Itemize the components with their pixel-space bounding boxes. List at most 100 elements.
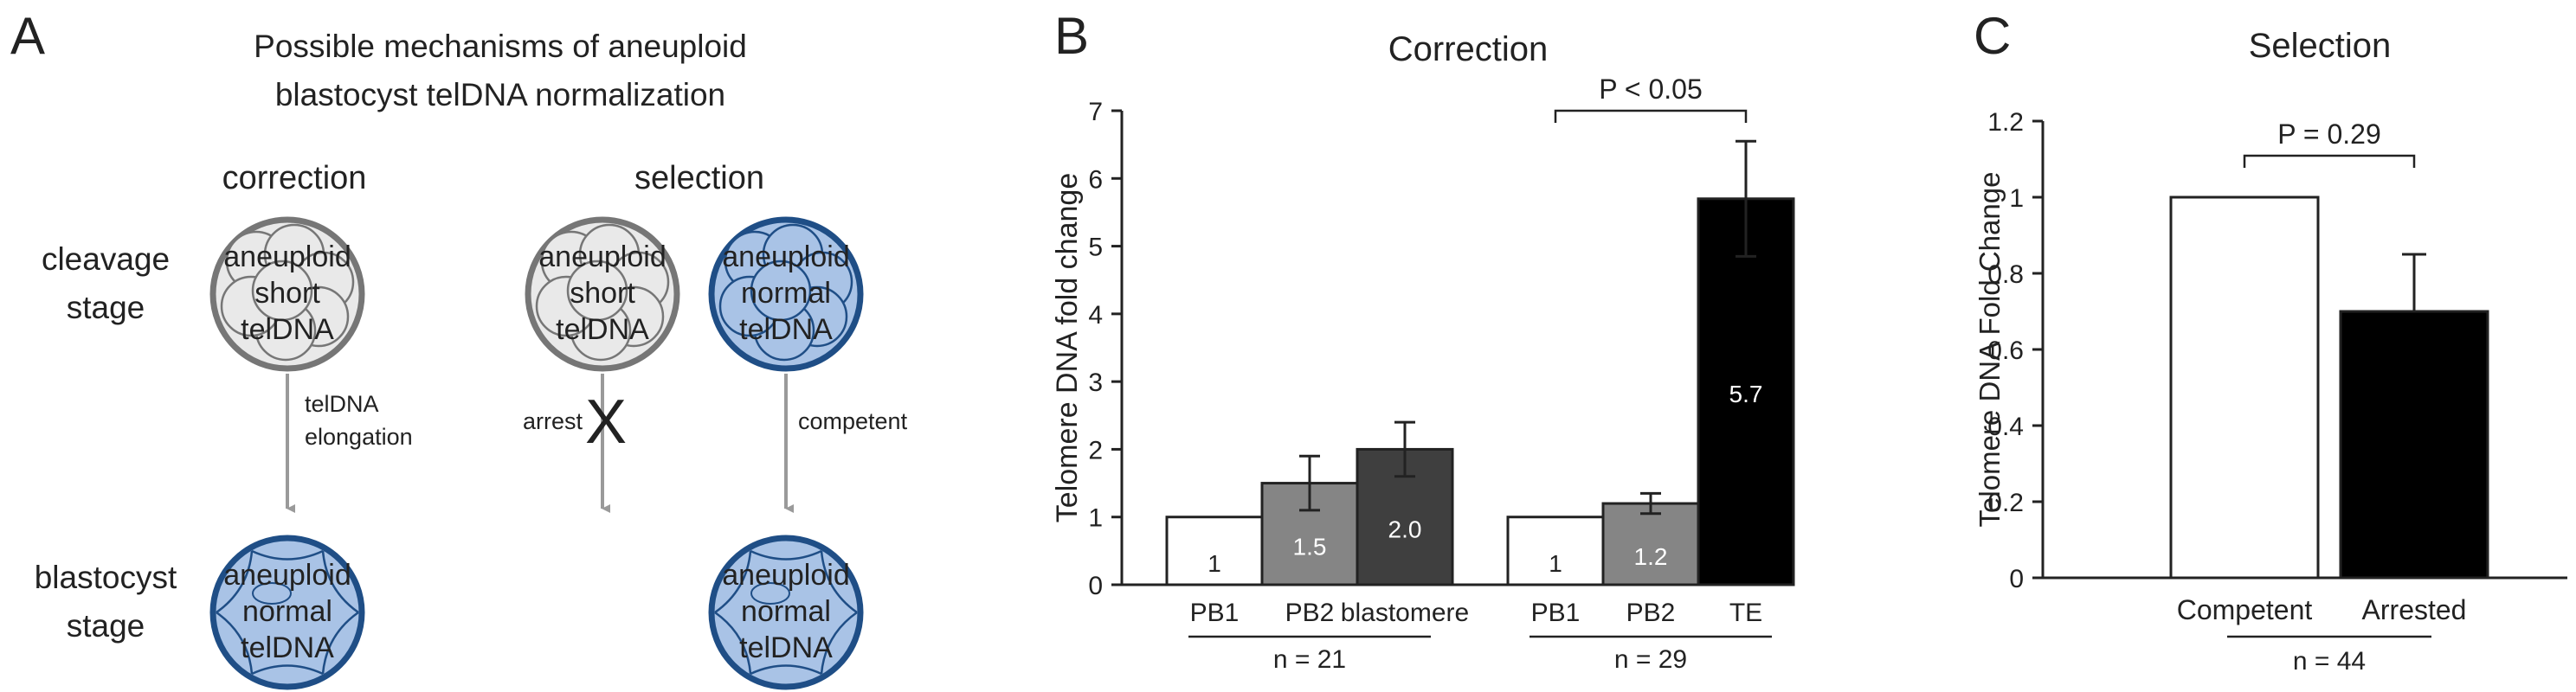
panel-a-letter: A bbox=[10, 7, 45, 65]
column-label-selection: selection bbox=[634, 160, 764, 196]
chart-correction: Correction 0 1 2 3 4 5 6 7 Telomere DNA fold chan… bbox=[1051, 30, 1795, 674]
y-tick-label: 4 bbox=[1088, 301, 1103, 330]
inner-cell-mass bbox=[750, 582, 790, 605]
x-tick-label: PB1 bbox=[1531, 599, 1581, 627]
trophectoderm-cell bbox=[750, 664, 822, 676]
significance-bracket bbox=[2243, 154, 2416, 168]
arrow-label-elongation: elongation bbox=[305, 424, 413, 450]
embryo-text: telDNA bbox=[739, 631, 833, 664]
row-label-blastocyst-line2: stage bbox=[67, 608, 145, 644]
x-tick-label: blastomere bbox=[1341, 599, 1469, 627]
trophectoderm-cell bbox=[321, 611, 359, 675]
panel-c: C Selection 0 0.2 0.4 0.6 0.8 1 1.2 Telomere DNA… bbox=[1974, 7, 2567, 676]
data-label: 1 bbox=[1549, 550, 1562, 577]
bar bbox=[2339, 310, 2489, 580]
data-label: 1.5 bbox=[1293, 533, 1327, 560]
y-tick-label: 1 bbox=[2009, 184, 2024, 213]
embryo-cleavage-short bbox=[525, 216, 680, 372]
trophectoderm-cell bbox=[820, 550, 858, 614]
y-tick-label: 7 bbox=[1088, 98, 1103, 126]
row-label-cleavage-line2: stage bbox=[67, 290, 145, 325]
panel-a-title-line1: Possible mechanisms of aneuploid bbox=[254, 29, 747, 64]
x-tick-label: TE bbox=[1729, 599, 1762, 627]
sample-size-label: n = 29 bbox=[1614, 645, 1687, 674]
blastomere-cell bbox=[566, 260, 628, 322]
column-label-correction: correction bbox=[222, 160, 367, 196]
trophectoderm-cell bbox=[216, 550, 254, 614]
y-tick-label: 6 bbox=[1088, 165, 1103, 194]
y-axis-label: Telomere DNA fold change bbox=[1051, 173, 1084, 522]
chart-title: Correction bbox=[1388, 30, 1549, 68]
y-tick-label: 0 bbox=[1088, 572, 1103, 600]
panel-b: B Correction 0 1 2 3 4 5 6 7 Telomere DNA fold ch… bbox=[1051, 7, 1795, 674]
embryo-text: aneuploid bbox=[722, 559, 849, 592]
data-label: 1.2 bbox=[1634, 543, 1668, 570]
embryo-text: telDNA bbox=[739, 313, 833, 346]
x-tick-label: Competent bbox=[2177, 594, 2313, 625]
p-value-label: P < 0.05 bbox=[1599, 74, 1703, 105]
x-tick-label: PB2 bbox=[1626, 599, 1676, 627]
embryo-text: aneuploid bbox=[223, 559, 351, 592]
embryo-text: telDNA bbox=[241, 631, 334, 664]
panel-b-letter: B bbox=[1054, 7, 1089, 65]
trophectoderm-cell bbox=[714, 611, 752, 675]
trophectoderm-cell bbox=[750, 549, 822, 561]
embryo-outline bbox=[209, 535, 365, 690]
arrest-x-mark: X bbox=[585, 388, 627, 457]
panel-a-title-line2: blastocyst telDNA normalization bbox=[275, 77, 725, 112]
blastomere-cell bbox=[750, 260, 812, 322]
p-value-label: P = 0.29 bbox=[2277, 119, 2381, 150]
embryo-text: short bbox=[570, 277, 635, 310]
trophectoderm-cell bbox=[820, 611, 858, 675]
trophectoderm-cell bbox=[216, 611, 254, 675]
y-tick-label: 1 bbox=[1088, 504, 1103, 533]
data-label: 1 bbox=[1208, 550, 1221, 577]
inner-cell-mass bbox=[252, 582, 292, 605]
data-label: 5.7 bbox=[1729, 381, 1763, 407]
trophectoderm-cell bbox=[321, 550, 359, 614]
y-tick-label: 0.2 bbox=[1987, 489, 2024, 517]
embryo-text: aneuploid bbox=[722, 240, 849, 273]
y-tick-label: 3 bbox=[1088, 368, 1103, 397]
embryo-cleavage-normal bbox=[708, 216, 864, 372]
y-tick-label: 1.2 bbox=[1987, 108, 2024, 137]
embryo-text: normal bbox=[741, 595, 831, 628]
x-tick-label: PB2 bbox=[1285, 599, 1335, 627]
panel-c-letter: C bbox=[1974, 7, 2011, 65]
sample-size-label: n = 21 bbox=[1273, 645, 1346, 674]
embryo-blastocyst-normal bbox=[708, 535, 864, 690]
chart-title: Selection bbox=[2249, 27, 2392, 65]
panel-a: A Possible mechanisms of aneuploid blast… bbox=[10, 7, 908, 690]
y-tick-label: 0.6 bbox=[1987, 336, 2024, 365]
embryo-text: aneuploid bbox=[223, 240, 351, 273]
sample-size-label: n = 44 bbox=[2293, 647, 2366, 676]
trophectoderm-cell bbox=[251, 664, 324, 676]
significance-bracket bbox=[1554, 109, 1748, 123]
trophectoderm-cell bbox=[714, 550, 752, 614]
data-label: 2.0 bbox=[1388, 516, 1422, 543]
bar bbox=[1165, 516, 1264, 586]
bar bbox=[2169, 195, 2320, 580]
row-label-blastocyst-line1: blastocyst bbox=[35, 560, 177, 595]
arrow-label-teldna: telDNA bbox=[305, 391, 379, 417]
x-tick-label: Arrested bbox=[2362, 594, 2467, 625]
embryo-cleavage-short bbox=[209, 216, 365, 372]
chart-selection: Selection 0 0.2 0.4 0.6 0.8 1 1.2 Telomere DNA F… bbox=[1974, 27, 2567, 676]
y-tick-label: 0.8 bbox=[1987, 260, 2024, 289]
embryo-blastocyst-normal bbox=[209, 535, 365, 690]
row-label-cleavage-line1: cleavage bbox=[42, 241, 170, 277]
arrow-label-competent: competent bbox=[798, 408, 908, 434]
y-tick-label: 0 bbox=[2009, 565, 2024, 593]
blastomere-cell bbox=[251, 260, 313, 322]
trophectoderm-cell bbox=[251, 549, 324, 561]
embryo-outline bbox=[708, 535, 864, 690]
embryo-text: aneuploid bbox=[538, 240, 666, 273]
embryo-text: short bbox=[254, 277, 320, 310]
arrow-label-arrest: arrest bbox=[523, 408, 583, 434]
y-tick-label: 0.4 bbox=[1987, 413, 2024, 441]
embryo-text: telDNA bbox=[556, 313, 649, 346]
y-tick-label: 2 bbox=[1088, 436, 1103, 465]
y-axis-label: Telomere DNA Fold Change bbox=[1974, 172, 2006, 528]
embryo-text: telDNA bbox=[241, 313, 334, 346]
